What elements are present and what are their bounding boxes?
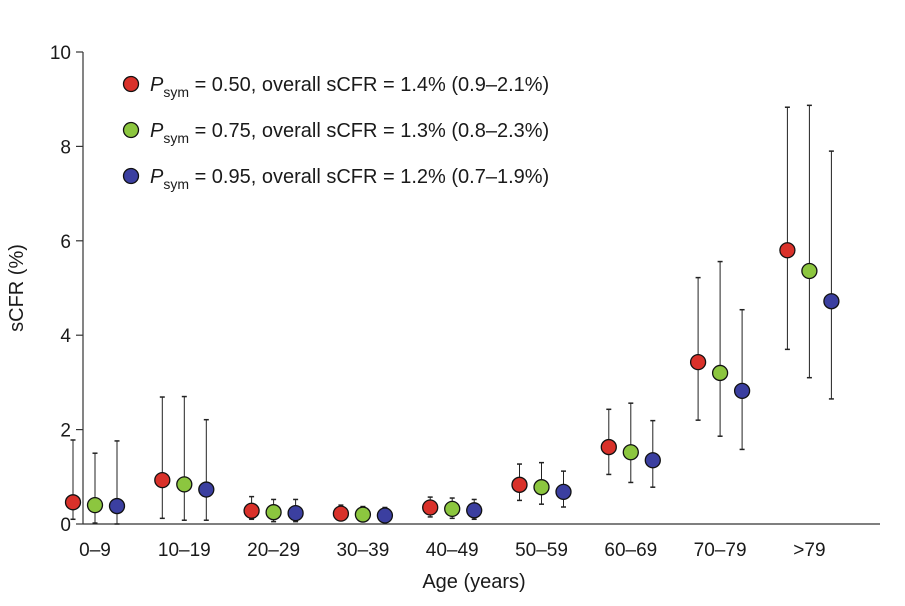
y-ticks: 0 2 4 6 8 10 <box>50 43 83 536</box>
x-tick-label: 20–29 <box>247 540 300 561</box>
data-point <box>444 500 461 518</box>
data-point <box>644 452 661 469</box>
x-axis-title: Age (years) <box>422 571 525 593</box>
axes <box>82 52 880 525</box>
legend-label: Psym = 0.95, overall sCFR = 1.2% (0.7–1.… <box>150 166 549 192</box>
data-point <box>198 481 215 498</box>
data-point <box>243 502 260 519</box>
data-point <box>354 506 372 523</box>
y-tick-label: 2 <box>60 421 71 442</box>
data-point <box>422 499 439 516</box>
data-point <box>600 438 617 456</box>
data-point <box>287 504 304 522</box>
data-point <box>801 262 818 280</box>
data-point <box>622 444 639 461</box>
x-tick-label: 70–79 <box>694 540 747 561</box>
data-point <box>265 504 282 521</box>
data-point <box>376 507 394 524</box>
x-tick-label: 10–19 <box>158 540 211 561</box>
data-point <box>533 479 550 496</box>
data-point <box>733 382 751 400</box>
data-point <box>176 476 193 493</box>
x-tick-label: >79 <box>793 540 825 561</box>
data-point <box>689 353 707 371</box>
legend-marker <box>122 75 140 93</box>
x-tick-label: 0–9 <box>79 540 111 561</box>
x-tick-label: 50–59 <box>515 540 568 561</box>
legend-marker <box>122 121 140 139</box>
data-point <box>332 505 350 522</box>
x-tick-label: 30–39 <box>336 540 389 561</box>
legend-label: Psym = 0.75, overall sCFR = 1.3% (0.8–2.… <box>150 120 549 146</box>
x-ticks: 0–9 10–19 20–29 30–39 40–49 50–59 60–69 70–79 >7… <box>79 540 825 561</box>
legend: Psym = 0.50, overall sCFR = 1.4% (0.9–2.… <box>122 74 549 192</box>
y-axis-title: sCFR (%) <box>6 244 28 332</box>
data-point <box>86 496 104 514</box>
legend-label: Psym = 0.50, overall sCFR = 1.4% (0.9–2.… <box>150 74 549 100</box>
data-point <box>823 293 840 310</box>
y-tick-label: 6 <box>60 232 71 253</box>
data-point <box>64 494 82 511</box>
y-tick-label: 0 <box>60 515 71 536</box>
data-point <box>466 502 483 519</box>
data-point <box>108 497 126 515</box>
data-point <box>511 476 528 493</box>
data-points <box>64 242 840 524</box>
data-point <box>779 242 796 259</box>
y-tick-label: 10 <box>50 43 71 64</box>
x-tick-label: 40–49 <box>426 540 479 561</box>
x-tick-label: 60–69 <box>604 540 657 561</box>
y-tick-label: 8 <box>60 137 71 158</box>
data-point <box>711 364 729 382</box>
y-tick-label: 4 <box>60 326 71 347</box>
data-point <box>154 471 171 489</box>
legend-marker <box>122 167 140 185</box>
data-point <box>555 483 572 501</box>
